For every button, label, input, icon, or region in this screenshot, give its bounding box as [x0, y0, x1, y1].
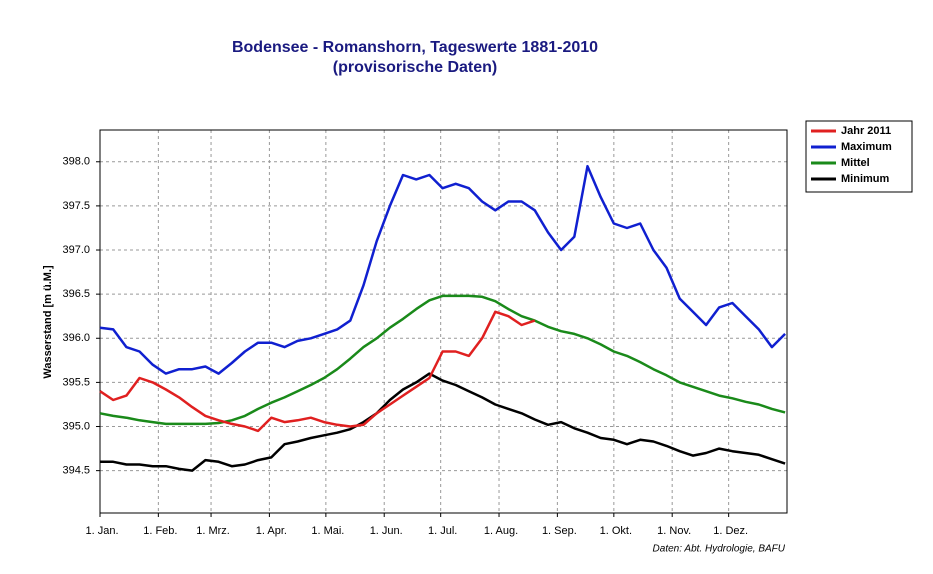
chart-title: Bodensee - Romanshorn, Tageswerte 1881-2… — [232, 39, 598, 56]
data-line — [99, 310, 536, 433]
plot-frame — [99, 129, 788, 514]
chart-subtitle: (provisorische Daten) — [333, 59, 497, 76]
x-tick-label: 1. Nov. — [657, 525, 691, 537]
x-tick-label: 1. Okt. — [600, 525, 632, 537]
x-tick-label: 1. Mrz. — [196, 525, 230, 537]
y-axis-label: Wasserstand [m ü.M.] — [42, 265, 54, 379]
y-tick-label: 398.0 — [62, 156, 90, 168]
legend-label: Maximum — [841, 141, 892, 153]
x-tick-label: 1. Mai. — [311, 525, 344, 537]
x-tick-label: 1. Dez. — [713, 525, 748, 537]
source-note: Daten: Abt. Hydrologie, BAFU — [653, 544, 786, 555]
y-tick-label: 396.0 — [62, 332, 90, 344]
legend-label: Mittel — [841, 157, 870, 169]
x-tick-label: 1. Aug. — [484, 525, 518, 537]
legend-label: Minimum — [841, 173, 889, 185]
legend: Jahr 2011 Maximum Mittel Minimum — [805, 120, 913, 193]
data-line — [100, 372, 786, 472]
x-tick-label: 1. Jul. — [428, 525, 457, 537]
data-line — [99, 294, 786, 426]
y-tick-label: 395.0 — [62, 420, 90, 432]
x-tick-label: 1. Feb. — [143, 525, 177, 537]
y-tick-label: 394.5 — [62, 465, 90, 477]
data-line — [99, 164, 786, 375]
x-tick-label: 1. Jun. — [370, 525, 403, 537]
x-tick-label: 1. Apr. — [256, 525, 287, 537]
y-tick-label: 397.5 — [62, 200, 90, 212]
x-tick-label: 1. Jan. — [85, 525, 118, 537]
x-tick-label: 1. Sep. — [542, 525, 577, 537]
y-tick-label: 395.5 — [62, 376, 90, 388]
y-tick-label: 396.5 — [62, 288, 90, 300]
y-tick-label: 397.0 — [62, 244, 90, 256]
legend-label: Jahr 2011 — [841, 125, 891, 137]
